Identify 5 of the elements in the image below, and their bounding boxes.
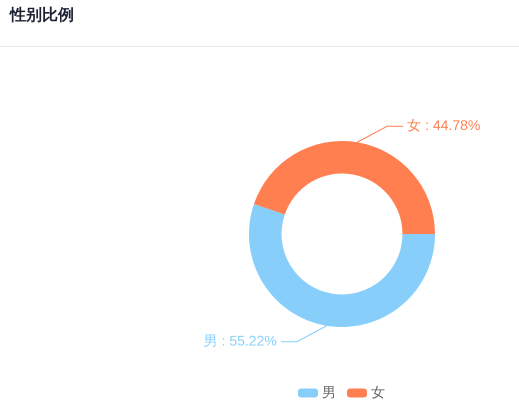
data-label: 男 : 55.22% xyxy=(204,332,277,349)
text: 性别比例 xyxy=(10,6,74,26)
legend-label: 男 xyxy=(322,384,336,400)
data-label: 女 : 44.78% xyxy=(407,117,480,134)
legend-label: 女 xyxy=(371,384,385,400)
